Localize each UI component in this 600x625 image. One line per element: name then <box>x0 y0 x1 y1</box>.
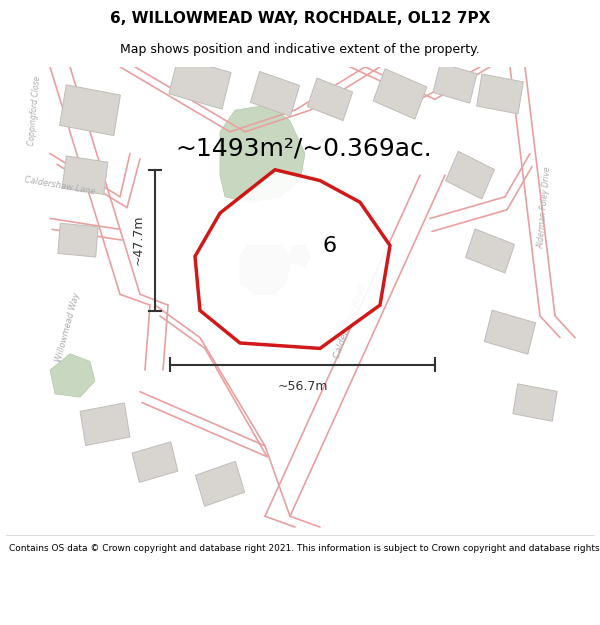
Text: Caldershaw Road: Caldershaw Road <box>332 283 368 360</box>
Text: Willowmead Way: Willowmead Way <box>55 291 82 362</box>
Polygon shape <box>62 156 108 194</box>
Polygon shape <box>80 403 130 446</box>
Text: 6: 6 <box>323 236 337 256</box>
Text: Coppingford Close: Coppingford Close <box>28 75 43 146</box>
Polygon shape <box>169 57 231 109</box>
Text: Alderman Foley Drive: Alderman Foley Drive <box>537 166 553 249</box>
Polygon shape <box>446 151 494 199</box>
Text: Map shows position and indicative extent of the property.: Map shows position and indicative extent… <box>120 43 480 56</box>
Polygon shape <box>58 223 98 257</box>
Polygon shape <box>59 85 121 136</box>
Text: ~56.7m: ~56.7m <box>277 380 328 393</box>
Polygon shape <box>484 310 536 354</box>
Polygon shape <box>373 69 427 119</box>
Polygon shape <box>477 74 523 114</box>
Polygon shape <box>50 354 95 397</box>
Polygon shape <box>196 461 245 506</box>
Polygon shape <box>195 170 390 348</box>
Polygon shape <box>513 384 557 421</box>
Text: Contains OS data © Crown copyright and database right 2021. This information is : Contains OS data © Crown copyright and d… <box>9 544 600 552</box>
Polygon shape <box>240 246 290 294</box>
Text: ~1493m²/~0.369ac.: ~1493m²/~0.369ac. <box>175 136 432 160</box>
Polygon shape <box>132 442 178 483</box>
Polygon shape <box>250 71 299 116</box>
Text: Caldershaw Lane: Caldershaw Lane <box>24 176 96 197</box>
Polygon shape <box>433 63 477 103</box>
Polygon shape <box>220 105 305 202</box>
Polygon shape <box>307 78 353 121</box>
Text: 6, WILLOWMEAD WAY, ROCHDALE, OL12 7PX: 6, WILLOWMEAD WAY, ROCHDALE, OL12 7PX <box>110 11 490 26</box>
Polygon shape <box>290 246 310 268</box>
Polygon shape <box>466 229 515 273</box>
Text: ~47.7m: ~47.7m <box>132 215 145 266</box>
